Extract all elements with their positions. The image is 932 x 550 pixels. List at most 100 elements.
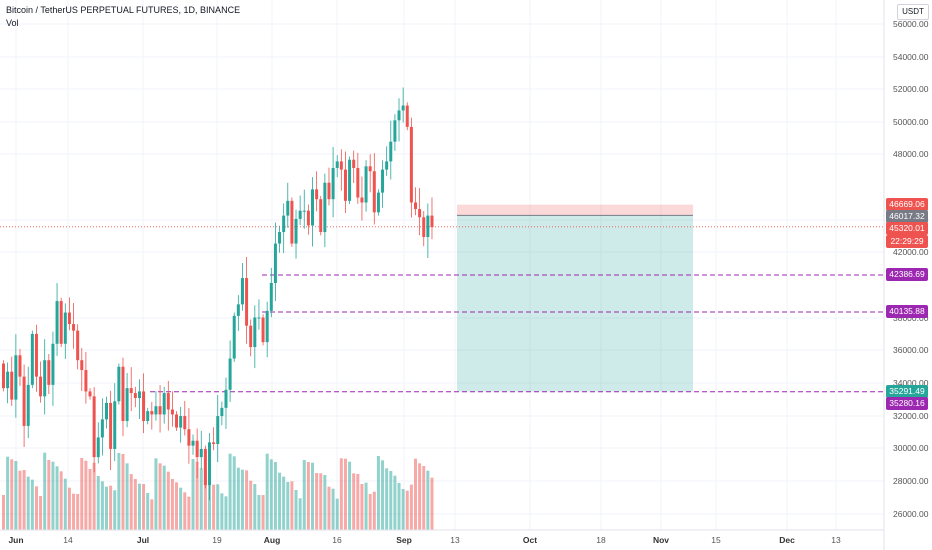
- candle-body: [224, 389, 228, 408]
- candle-body: [22, 376, 26, 426]
- x-axis-tick: Sep: [396, 535, 412, 545]
- candle-body: [212, 442, 216, 444]
- candle-body: [220, 407, 224, 417]
- volume-bar: [67, 487, 71, 530]
- volume-bar: [47, 460, 51, 530]
- volume-bar: [306, 462, 310, 530]
- price-axis-label: 46669.06: [886, 198, 928, 212]
- candle-body: [253, 317, 257, 348]
- volume-bar: [59, 471, 63, 530]
- candle-body: [10, 371, 14, 400]
- y-axis-tick: 34000.00: [893, 378, 929, 388]
- candle-body: [282, 215, 286, 233]
- volume-bar: [253, 484, 257, 530]
- candle-body: [113, 401, 117, 449]
- volume-bar: [55, 466, 59, 530]
- volume-bar: [146, 493, 150, 530]
- x-axis-tick: 13: [831, 535, 841, 545]
- candle-body: [426, 215, 430, 237]
- volume-bar: [100, 481, 104, 530]
- take-profit-zone: [457, 215, 693, 392]
- candle-body: [183, 416, 187, 430]
- candle-body: [302, 210, 306, 212]
- x-axis-tick: Dec: [779, 535, 795, 545]
- x-axis-tick: Oct: [522, 535, 538, 545]
- candle-body: [43, 360, 47, 397]
- candle-body: [232, 315, 236, 359]
- candle-body: [397, 110, 401, 121]
- candle-body: [18, 355, 22, 377]
- candle-body: [63, 312, 67, 344]
- candle-body: [352, 159, 356, 168]
- y-axis-tick: 36000.00: [893, 345, 929, 355]
- candle-body: [273, 243, 277, 283]
- volume-bar: [240, 469, 244, 530]
- volume-bar: [232, 456, 236, 530]
- candle-body: [311, 189, 314, 226]
- price-axis-label: 35280.16: [886, 397, 928, 411]
- candle-body: [360, 197, 364, 203]
- volume-bar: [220, 493, 224, 530]
- symbol-title[interactable]: Bitcoin / TetherUS PERPETUAL FUTURES, 1D…: [6, 5, 241, 15]
- volume-bar: [80, 458, 84, 530]
- candlesticks: [2, 87, 434, 501]
- candle-body: [331, 167, 335, 200]
- candle-body: [294, 218, 298, 244]
- volume-bar: [414, 458, 417, 530]
- y-axis-tick: 50000.00: [893, 117, 929, 127]
- candle-body: [409, 126, 413, 203]
- volume-bar: [364, 482, 368, 530]
- volume-bar: [368, 494, 372, 530]
- candle-body: [319, 199, 323, 233]
- candle-body: [117, 366, 121, 402]
- x-axis-tick: Nov: [652, 535, 670, 545]
- candle-body: [84, 370, 88, 392]
- volume-indicator-label[interactable]: Vol: [6, 18, 19, 28]
- candle-body: [327, 182, 331, 200]
- volume-bar: [121, 454, 125, 530]
- y-axis-tick: 56000.00: [893, 19, 929, 29]
- volume-bar: [265, 453, 269, 530]
- candle-body: [315, 189, 319, 200]
- volume-bar: [430, 477, 434, 530]
- candle-body: [290, 200, 294, 244]
- volume-bar: [393, 475, 397, 530]
- volume-bar: [208, 471, 211, 530]
- volume-bar: [129, 474, 133, 530]
- volume-bar: [195, 461, 199, 530]
- candle-body: [389, 141, 393, 162]
- candle-body: [67, 312, 71, 325]
- candle-body: [14, 355, 18, 400]
- volume-bar: [385, 468, 389, 530]
- candle-body: [372, 171, 376, 213]
- x-axis-tick: Jun: [8, 535, 24, 545]
- candle-body: [121, 366, 125, 421]
- volume-bar: [203, 467, 207, 530]
- volume-bar: [96, 476, 100, 530]
- currency-selector[interactable]: USDT: [897, 4, 929, 20]
- volume-bar: [133, 479, 137, 530]
- candle-body: [208, 442, 211, 486]
- y-axis-tick: 42000.00: [893, 247, 929, 257]
- volume-bar: [63, 478, 67, 530]
- candle-body: [265, 310, 269, 343]
- candle-body: [55, 301, 59, 344]
- candle-body: [335, 161, 339, 168]
- candle-body: [39, 376, 43, 397]
- volume-bar: [302, 460, 306, 530]
- volume-bar: [356, 474, 360, 530]
- candle-body: [125, 388, 129, 421]
- y-axis-tick: 26000.00: [893, 509, 929, 519]
- volume-bar: [51, 461, 55, 530]
- volume-bar: [372, 491, 376, 530]
- volume-bar: [343, 458, 347, 530]
- candle-body: [376, 192, 380, 213]
- volume-bar: [418, 463, 422, 530]
- volume-bar: [261, 495, 265, 530]
- volume-bar: [158, 463, 162, 530]
- candle-body: [430, 215, 434, 228]
- candle-body: [129, 388, 133, 394]
- volume-bar: [339, 458, 343, 530]
- candle-body: [142, 391, 146, 421]
